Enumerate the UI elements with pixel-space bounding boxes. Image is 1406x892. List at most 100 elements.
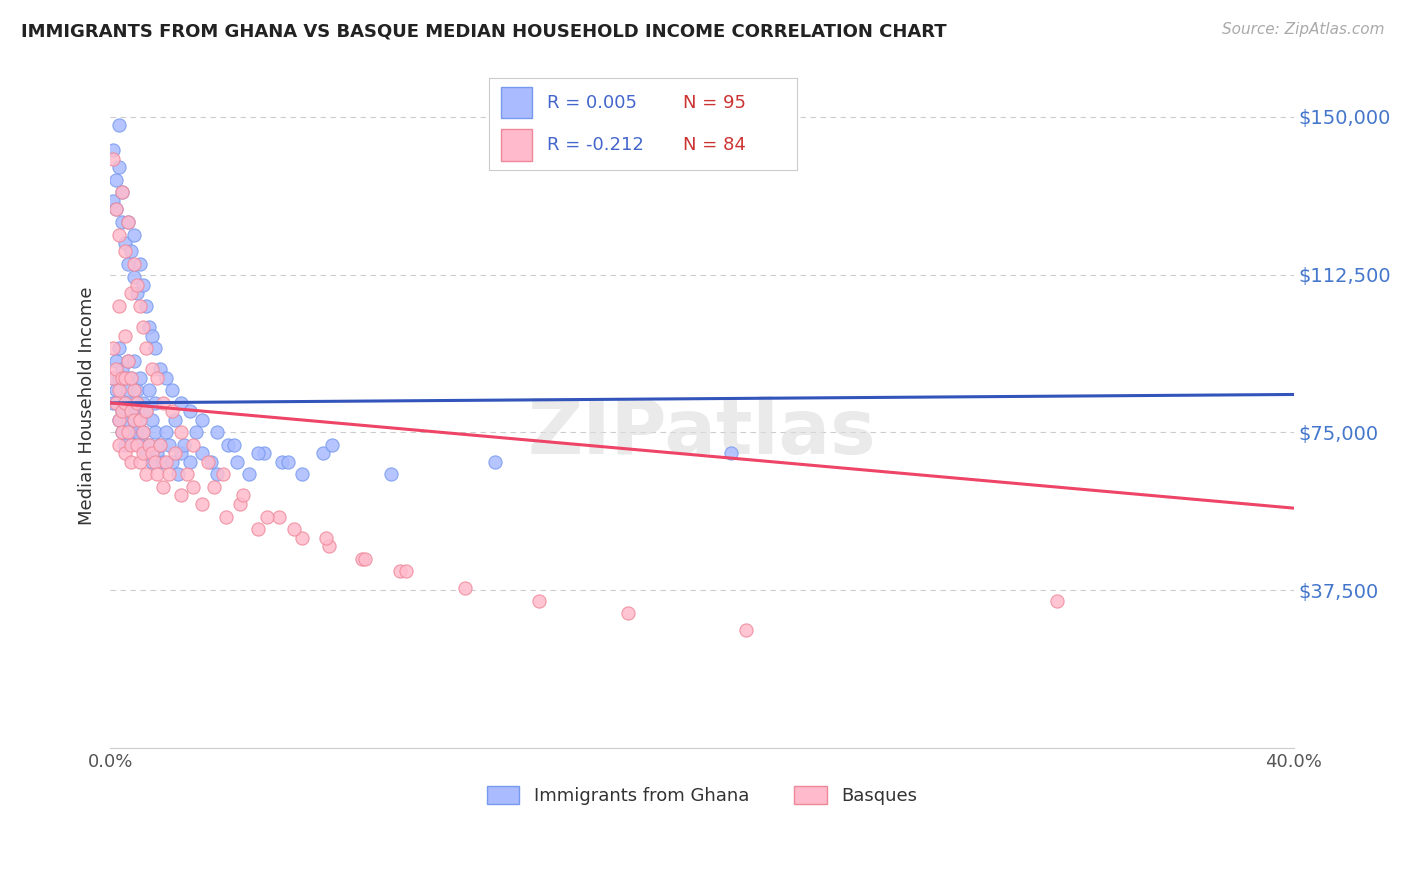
Point bbox=[353, 551, 375, 566]
Point bbox=[141, 362, 163, 376]
Point bbox=[202, 480, 225, 494]
Point bbox=[162, 455, 184, 469]
Point bbox=[141, 328, 163, 343]
Point bbox=[191, 446, 214, 460]
Point bbox=[735, 623, 758, 637]
Point bbox=[120, 370, 142, 384]
Point bbox=[122, 384, 145, 398]
Point bbox=[179, 404, 201, 418]
Point bbox=[120, 438, 142, 452]
Point bbox=[141, 446, 163, 460]
Point bbox=[128, 455, 150, 469]
Point bbox=[191, 497, 214, 511]
Point bbox=[122, 413, 145, 427]
Point bbox=[176, 467, 198, 482]
Point bbox=[125, 286, 148, 301]
Point bbox=[105, 384, 128, 398]
Point bbox=[111, 404, 134, 418]
Point bbox=[128, 370, 150, 384]
Point bbox=[125, 278, 148, 293]
Text: Source: ZipAtlas.com: Source: ZipAtlas.com bbox=[1222, 22, 1385, 37]
Point bbox=[146, 370, 169, 384]
Point bbox=[111, 425, 134, 440]
Point bbox=[527, 593, 550, 607]
Point bbox=[205, 425, 228, 440]
Point bbox=[270, 455, 292, 469]
Point bbox=[238, 467, 260, 482]
Point bbox=[162, 384, 184, 398]
Point bbox=[111, 404, 134, 418]
Point bbox=[170, 488, 193, 502]
Point bbox=[117, 215, 139, 229]
Point bbox=[122, 413, 145, 427]
Point bbox=[105, 362, 128, 376]
Point bbox=[101, 341, 124, 355]
Point bbox=[200, 455, 222, 469]
Point bbox=[108, 438, 131, 452]
Point bbox=[454, 581, 477, 595]
Point bbox=[138, 438, 160, 452]
Point bbox=[105, 202, 128, 217]
Point bbox=[101, 370, 124, 384]
Point bbox=[149, 438, 172, 452]
Point bbox=[135, 446, 157, 460]
Point bbox=[111, 362, 134, 376]
Point bbox=[179, 455, 201, 469]
Point bbox=[108, 370, 131, 384]
Point bbox=[120, 370, 142, 384]
Point bbox=[105, 173, 128, 187]
Point bbox=[277, 455, 299, 469]
Point bbox=[170, 446, 193, 460]
Point bbox=[131, 396, 153, 410]
Point bbox=[131, 425, 153, 440]
Point bbox=[138, 320, 160, 334]
Point bbox=[120, 286, 142, 301]
Point bbox=[125, 438, 148, 452]
Point bbox=[108, 118, 131, 132]
Y-axis label: Median Household Income: Median Household Income bbox=[79, 287, 96, 525]
Point bbox=[135, 404, 157, 418]
Point bbox=[135, 404, 157, 418]
Point bbox=[114, 244, 136, 259]
Point bbox=[125, 396, 148, 410]
Point bbox=[108, 160, 131, 174]
Point bbox=[128, 413, 150, 427]
Point bbox=[122, 227, 145, 242]
Point bbox=[125, 404, 148, 418]
Point bbox=[101, 396, 124, 410]
Point bbox=[131, 425, 153, 440]
Point bbox=[117, 257, 139, 271]
Point bbox=[155, 425, 177, 440]
Point bbox=[170, 425, 193, 440]
Point bbox=[146, 467, 169, 482]
Point bbox=[291, 467, 314, 482]
Point bbox=[143, 396, 166, 410]
Point bbox=[389, 564, 412, 578]
Point bbox=[114, 370, 136, 384]
Point bbox=[149, 438, 172, 452]
Point bbox=[315, 531, 337, 545]
Point bbox=[152, 455, 174, 469]
Point bbox=[143, 341, 166, 355]
Point bbox=[114, 370, 136, 384]
Point bbox=[155, 370, 177, 384]
Point bbox=[484, 455, 506, 469]
Point bbox=[108, 227, 131, 242]
Point bbox=[105, 396, 128, 410]
Point bbox=[108, 384, 131, 398]
Point bbox=[120, 244, 142, 259]
Point bbox=[1046, 593, 1069, 607]
Point bbox=[149, 362, 172, 376]
Point bbox=[191, 413, 214, 427]
Point bbox=[114, 446, 136, 460]
Point bbox=[321, 438, 343, 452]
Point bbox=[114, 438, 136, 452]
Point bbox=[125, 384, 148, 398]
Point bbox=[117, 353, 139, 368]
Point bbox=[167, 467, 190, 482]
Point bbox=[617, 607, 640, 621]
Point bbox=[143, 455, 166, 469]
Point bbox=[218, 438, 240, 452]
Point bbox=[125, 425, 148, 440]
Point bbox=[128, 299, 150, 313]
